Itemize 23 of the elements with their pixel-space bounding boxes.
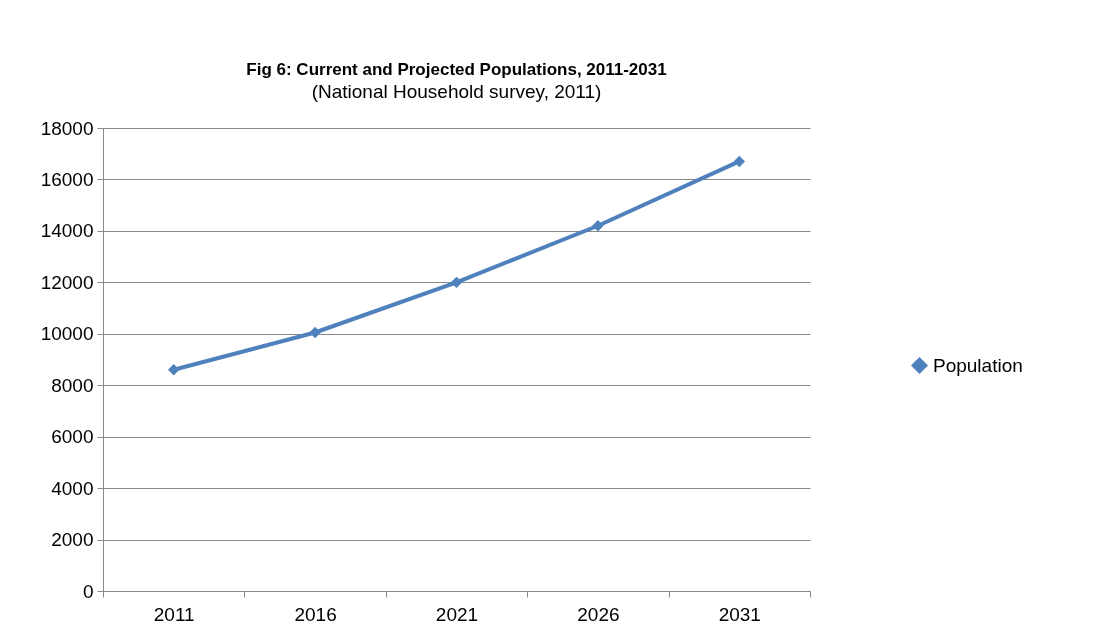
chart-title: Fig 6: Current and Projected Populations, 2011-2031 — [246, 60, 667, 79]
y-tick-label: 4000 — [51, 477, 94, 499]
y-tick-label: 12000 — [40, 271, 94, 293]
point — [592, 220, 604, 232]
x-tick-label: 2021 — [435, 603, 479, 625]
point — [309, 326, 321, 339]
x-tick-label: 2011 — [153, 603, 195, 625]
legend-label: Population — [933, 354, 1023, 376]
x-tick-label: 2016 — [294, 603, 337, 625]
y-tick-label: 0 — [82, 580, 94, 602]
chart-subtitle: (National Household survey, 2011) — [311, 81, 602, 102]
y-tick-label: 18000 — [40, 117, 94, 139]
y-tick-label: 8000 — [51, 374, 94, 396]
x-tick-label: 2031 — [718, 603, 761, 625]
y-tick-label: 2000 — [51, 529, 94, 551]
y-tick-label: 6000 — [51, 426, 94, 448]
y-tick-label: 16000 — [40, 168, 94, 190]
point — [168, 364, 180, 376]
y-tick-label: 14000 — [40, 220, 94, 242]
x-tick-label: 2026 — [577, 603, 620, 625]
point — [450, 276, 463, 289]
y-tick-label: 10000 — [40, 323, 94, 345]
point — [733, 155, 745, 168]
